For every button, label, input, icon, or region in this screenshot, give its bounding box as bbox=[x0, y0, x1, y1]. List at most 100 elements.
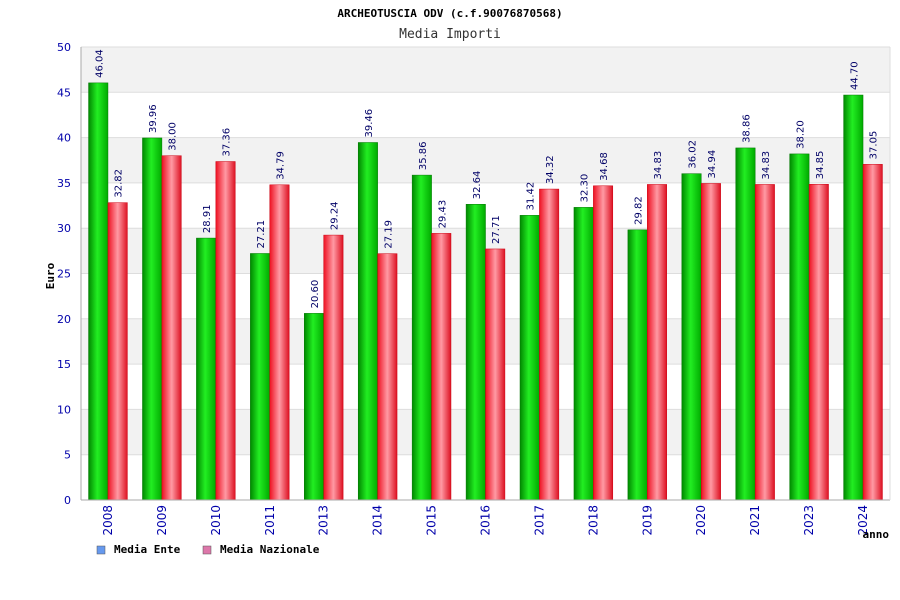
x-tick-label-2016: 2016 bbox=[479, 505, 493, 536]
y-tick-label-10: 10 bbox=[57, 403, 71, 416]
x-tick-label-2020: 2020 bbox=[694, 505, 708, 536]
value-label-media-nazionale-2018: 34.68 bbox=[599, 152, 610, 181]
plot-band bbox=[81, 92, 890, 138]
value-labels-group: 46.04 32.82 39.96 38.00 28.91 37.36 27.21 34.79… bbox=[94, 49, 879, 308]
legend-swatch-media-ente bbox=[96, 545, 106, 555]
y-tick-label-50: 50 bbox=[57, 41, 71, 54]
x-tick-label-2010: 2010 bbox=[209, 505, 223, 536]
value-label-media-nazionale-2024: 37.05 bbox=[869, 131, 880, 160]
bar-media-nazionale-2023 bbox=[808, 184, 829, 501]
legend-label-media-nazionale: Media Nazionale bbox=[220, 543, 320, 556]
value-label-media-ente-2013: 20.60 bbox=[310, 280, 321, 309]
bar-media-nazionale-2019 bbox=[647, 184, 667, 501]
value-label-media-nazionale-2014: 27.19 bbox=[383, 220, 394, 249]
value-label-media-nazionale-2011: 34.79 bbox=[275, 151, 286, 180]
value-label-media-nazionale-2008: 32.82 bbox=[114, 169, 125, 198]
x-tick-label-2015: 2015 bbox=[425, 505, 439, 536]
bar-media-ente-2014 bbox=[357, 142, 378, 501]
bar-media-ente-2009 bbox=[142, 137, 163, 501]
value-label-media-nazionale-2017: 34.32 bbox=[545, 155, 556, 184]
y-tick-label-25: 25 bbox=[57, 268, 71, 281]
plot-band bbox=[81, 47, 890, 93]
bar-media-ente-2017 bbox=[519, 215, 540, 501]
value-label-media-ente-2008: 46.04 bbox=[94, 49, 105, 78]
value-label-media-ente-2014: 39.46 bbox=[364, 109, 375, 138]
bar-media-nazionale-2010 bbox=[215, 161, 236, 501]
value-label-media-nazionale-2020: 34.94 bbox=[707, 150, 718, 179]
value-label-media-ente-2021: 38.86 bbox=[741, 114, 752, 143]
x-tick-labels: 2008 2009 2010 2011 2013 2014 2015 2016 2017 2018… bbox=[101, 505, 870, 536]
bar-media-ente-2019 bbox=[627, 229, 648, 501]
value-label-media-nazionale-2021: 34.83 bbox=[761, 151, 772, 180]
bar-media-nazionale-2014 bbox=[377, 253, 398, 501]
y-tick-label-30: 30 bbox=[57, 222, 71, 235]
bar-media-nazionale-2024 bbox=[862, 164, 883, 501]
x-tick-label-2017: 2017 bbox=[532, 505, 546, 536]
bar-media-ente-2008 bbox=[88, 82, 109, 501]
value-label-media-ente-2023: 38.20 bbox=[795, 120, 806, 149]
value-label-media-nazionale-2023: 34.85 bbox=[815, 151, 826, 180]
bar-media-nazionale-2016 bbox=[485, 248, 506, 501]
bar-media-nazionale-2021 bbox=[754, 184, 775, 501]
y-tick-label-0: 0 bbox=[64, 494, 71, 507]
bar-media-nazionale-2011 bbox=[269, 184, 290, 501]
bar-media-nazionale-2013 bbox=[323, 234, 344, 501]
bar-media-nazionale-2018 bbox=[593, 185, 614, 501]
bar-media-ente-2018 bbox=[573, 207, 594, 501]
value-label-media-nazionale-2009: 38.00 bbox=[168, 122, 179, 151]
bar-media-nazionale-2020 bbox=[700, 183, 721, 501]
value-label-media-nazionale-2015: 29.43 bbox=[437, 200, 448, 229]
chart-title: ARCHEOTUSCIA ODV (c.f.90076870568) bbox=[337, 7, 562, 20]
x-tick-label-2013: 2013 bbox=[317, 505, 331, 536]
value-label-media-nazionale-2016: 27.71 bbox=[491, 215, 502, 244]
bars-group bbox=[88, 82, 883, 501]
value-label-media-ente-2018: 32.30 bbox=[580, 174, 591, 203]
chart-subtitle: Media Importi bbox=[399, 27, 501, 42]
y-axis-label: Euro bbox=[44, 262, 57, 289]
bar-media-ente-2010 bbox=[196, 237, 217, 501]
x-axis-label: anno bbox=[863, 528, 890, 541]
legend: Media Ente Media Nazionale bbox=[96, 543, 320, 556]
y-tick-label-15: 15 bbox=[57, 358, 71, 371]
legend-swatch-media-nazionale bbox=[202, 545, 212, 555]
y-tick-label-40: 40 bbox=[57, 132, 71, 145]
bar-media-nazionale-2017 bbox=[539, 188, 560, 501]
value-label-media-nazionale-2013: 29.24 bbox=[329, 201, 340, 230]
value-label-media-ente-2010: 28.91 bbox=[202, 204, 213, 233]
value-label-media-ente-2020: 36.02 bbox=[688, 140, 699, 169]
value-label-media-ente-2024: 44.70 bbox=[849, 61, 860, 90]
x-tick-label-2009: 2009 bbox=[155, 505, 169, 536]
value-label-media-ente-2017: 31.42 bbox=[526, 182, 537, 211]
value-label-media-ente-2009: 39.96 bbox=[148, 104, 159, 133]
value-label-media-nazionale-2019: 34.83 bbox=[653, 151, 664, 180]
bar-media-ente-2023 bbox=[789, 153, 810, 501]
bar-media-nazionale-2008 bbox=[107, 202, 128, 501]
bar-media-ente-2015 bbox=[411, 174, 432, 501]
x-tick-label-2021: 2021 bbox=[748, 505, 762, 536]
y-tick-labels: 0 5 10 15 20 25 30 35 40 45 50 bbox=[57, 41, 71, 507]
value-label-media-ente-2016: 32.64 bbox=[472, 171, 483, 200]
bar-media-ente-2021 bbox=[735, 147, 756, 501]
x-tick-label-2008: 2008 bbox=[101, 505, 115, 536]
y-tick-label-20: 20 bbox=[57, 313, 71, 326]
value-label-media-ente-2015: 35.86 bbox=[418, 141, 429, 170]
bar-media-ente-2024 bbox=[843, 94, 864, 501]
x-tick-label-2018: 2018 bbox=[586, 505, 600, 536]
value-label-media-ente-2019: 29.82 bbox=[634, 196, 645, 225]
x-tick-label-2014: 2014 bbox=[371, 505, 385, 536]
value-label-media-ente-2011: 27.21 bbox=[256, 220, 267, 249]
value-label-media-nazionale-2010: 37.36 bbox=[222, 128, 233, 157]
bar-media-ente-2016 bbox=[465, 204, 486, 501]
bar-media-nazionale-2009 bbox=[161, 155, 182, 501]
y-tick-label-35: 35 bbox=[57, 177, 71, 190]
bar-media-ente-2011 bbox=[250, 253, 271, 501]
axes-group bbox=[80, 47, 891, 501]
y-tick-label-5: 5 bbox=[64, 449, 71, 462]
bar-media-ente-2013 bbox=[304, 313, 324, 501]
x-tick-label-2019: 2019 bbox=[640, 505, 654, 536]
legend-label-media-ente: Media Ente bbox=[114, 543, 181, 556]
x-tick-label-2024: 2024 bbox=[856, 505, 870, 536]
x-tick-label-2011: 2011 bbox=[263, 505, 277, 536]
